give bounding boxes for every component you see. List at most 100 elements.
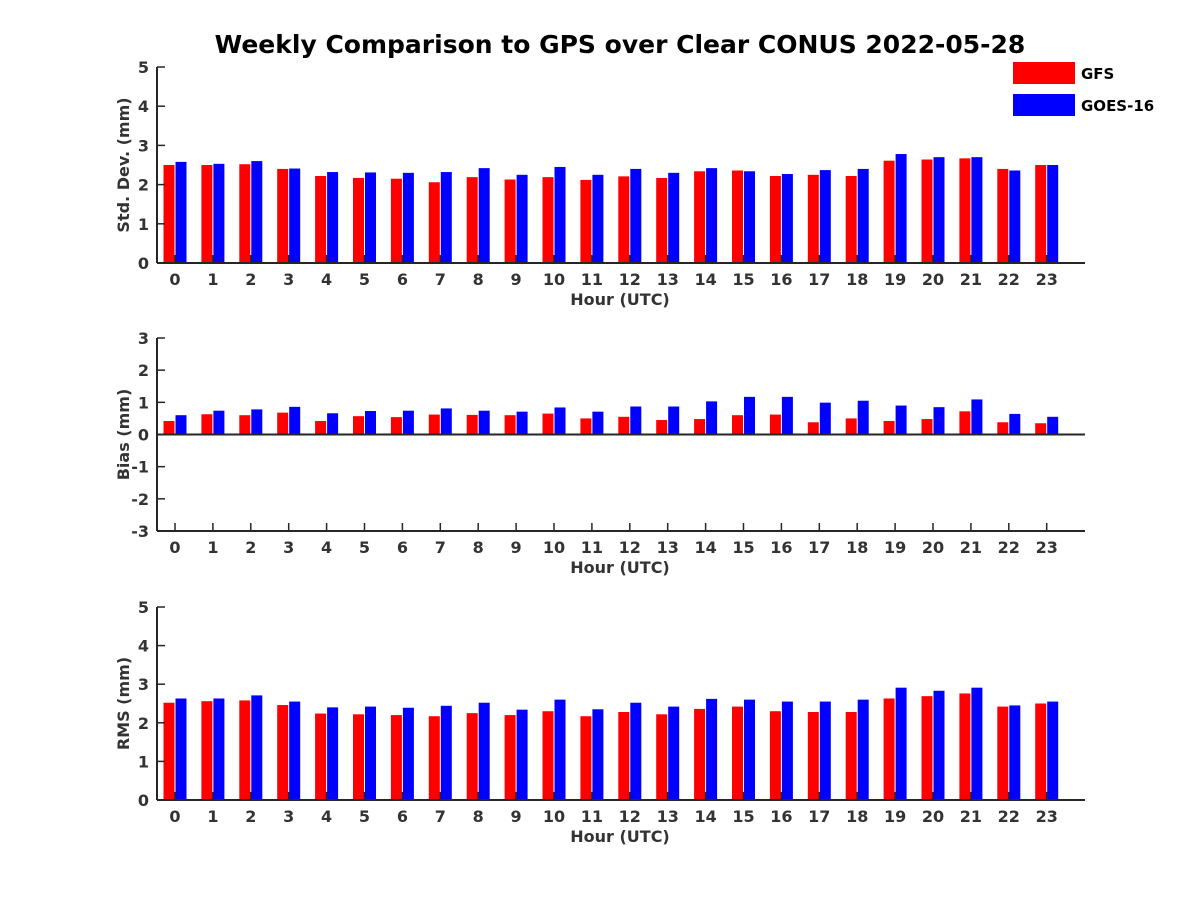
bar-gfs-0 [163,702,175,800]
bar-goes-16-22 [1009,413,1021,435]
bar-goes-16-4 [327,707,339,800]
bar-goes-16-8 [478,168,490,263]
x-tick-label: 10 [543,270,565,289]
bar-gfs-17 [807,422,819,435]
x-tick-label: 17 [808,807,830,826]
bar-gfs-4 [315,420,327,435]
x-tick-label: 19 [884,538,906,557]
x-tick-label: 12 [619,538,641,557]
y-tick-label: 3 [138,675,149,694]
bar-gfs-1 [201,165,213,263]
bar-gfs-16 [769,175,781,263]
bar-gfs-3 [277,705,289,800]
bar-gfs-9 [504,715,516,800]
chart-title: Weekly Comparison to GPS over Clear CONU… [214,30,1026,59]
bar-goes-16-4 [327,172,339,263]
y-tick-label: 4 [138,637,149,656]
bar-goes-16-2 [251,161,263,263]
x-tick-label: 21 [960,538,982,557]
bar-goes-16-17 [819,170,831,263]
bar-gfs-23 [1035,423,1047,435]
bar-gfs-2 [239,415,251,435]
bar-goes-16-21 [971,157,983,263]
x-tick-label: 11 [581,807,603,826]
bar-goes-16-10 [554,166,566,263]
bar-gfs-10 [542,711,554,800]
bar-gfs-16 [769,711,781,800]
x-tick-label: 4 [321,807,332,826]
bar-gfs-17 [807,711,819,800]
bar-gfs-22 [997,168,1009,263]
bar-gfs-7 [428,182,440,263]
bar-gfs-22 [997,422,1009,435]
x-axis-label: Hour (UTC) [570,558,670,577]
bar-goes-16-1 [213,163,225,263]
bar-goes-16-22 [1009,170,1021,263]
x-tick-label: 12 [619,270,641,289]
bar-goes-16-19 [895,687,907,800]
bar-goes-16-20 [933,690,945,800]
bar-gfs-12 [618,711,630,800]
x-tick-label: 13 [657,807,679,826]
bar-gfs-20 [921,159,933,263]
bar-gfs-2 [239,164,251,263]
x-tick-label: 22 [998,270,1020,289]
x-tick-label: 10 [543,807,565,826]
y-tick-label: 1 [138,215,149,234]
bar-gfs-16 [769,414,781,435]
bar-gfs-22 [997,706,1009,800]
bar-gfs-19 [883,160,895,263]
x-tick-label: 16 [770,538,792,557]
x-tick-label: 15 [732,538,754,557]
bar-gfs-19 [883,698,895,800]
bar-gfs-10 [542,177,554,263]
bar-gfs-23 [1035,703,1047,800]
y-tick-label: 5 [138,598,149,617]
x-tick-label: 18 [846,538,868,557]
bar-goes-16-8 [478,702,490,800]
x-tick-label: 6 [397,270,408,289]
bar-goes-16-21 [971,687,983,800]
bar-goes-16-12 [630,168,642,263]
bar-gfs-1 [201,701,213,800]
x-tick-label: 0 [169,270,180,289]
bar-goes-16-23 [1047,165,1059,263]
bar-goes-16-0 [175,161,187,263]
x-tick-label: 7 [435,270,446,289]
x-tick-label: 11 [581,270,603,289]
bar-gfs-1 [201,414,213,435]
y-axis-label: Bias (mm) [114,389,133,481]
bar-goes-16-5 [365,172,376,263]
bar-gfs-11 [580,716,592,800]
x-tick-label: 3 [283,807,294,826]
bar-goes-16-18 [857,168,869,263]
bar-gfs-20 [921,419,933,435]
bar-goes-16-17 [819,701,831,800]
x-tick-label: 5 [359,270,370,289]
bar-goes-16-6 [402,707,414,800]
x-tick-label: 17 [808,538,830,557]
bar-gfs-4 [315,713,327,800]
x-tick-label: 16 [770,270,792,289]
bar-gfs-4 [315,175,327,263]
bar-gfs-15 [732,170,743,263]
x-tick-label: 14 [694,270,716,289]
legend-label-goes-16: GOES-16 [1081,97,1154,115]
y-tick-label: 0 [138,254,149,273]
x-tick-label: 11 [581,538,603,557]
x-tick-label: 23 [1036,270,1058,289]
bar-goes-16-3 [289,701,301,800]
x-tick-label: 18 [846,270,868,289]
bar-goes-16-16 [781,701,793,800]
bar-gfs-8 [466,414,478,435]
x-tick-label: 23 [1036,807,1058,826]
bar-goes-16-16 [781,396,793,435]
bar-gfs-7 [428,716,440,800]
bar-goes-16-18 [857,699,869,800]
x-tick-label: 5 [359,807,370,826]
x-tick-label: 20 [922,807,944,826]
x-tick-label: 9 [511,538,522,557]
y-tick-label: 3 [138,329,149,348]
bar-gfs-8 [466,713,478,800]
